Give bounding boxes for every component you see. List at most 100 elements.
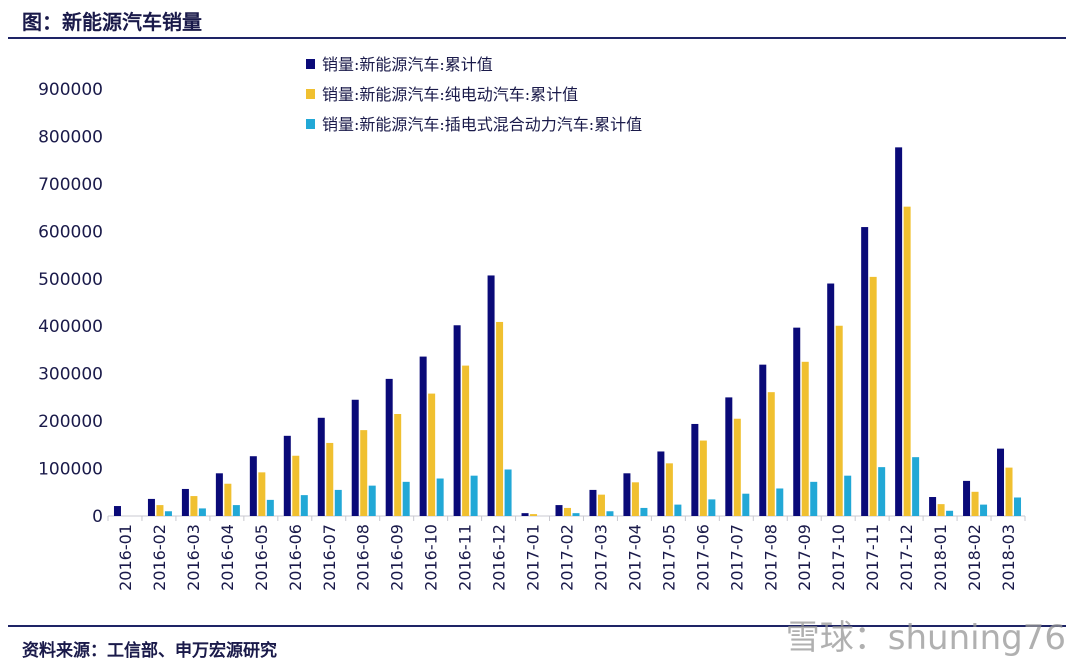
bar-phev	[810, 481, 818, 516]
bar-phev	[878, 467, 886, 516]
y-tick-label: 600000	[38, 222, 103, 242]
bar-total	[419, 356, 427, 516]
bar-phev	[572, 513, 580, 516]
x-tick-label: 2017-06	[693, 524, 712, 591]
x-tick-label: 2016-10	[422, 524, 441, 591]
x-tick-label: 2017-08	[761, 524, 780, 591]
top-divider	[8, 37, 1066, 39]
bar-bev	[903, 206, 911, 516]
bar-total	[895, 147, 903, 516]
bar-bev	[496, 321, 504, 516]
x-tick-label: 2016-07	[320, 524, 339, 591]
bar-bev	[530, 514, 538, 516]
bar-phev	[776, 488, 784, 516]
bar-bev	[835, 325, 843, 516]
bar-phev	[708, 499, 716, 516]
bar-total	[113, 506, 121, 516]
x-tick-label: 2016-01	[116, 524, 135, 591]
x-tick-label: 2017-01	[524, 524, 543, 591]
figure-title: 图：新能源汽车销量	[22, 10, 202, 34]
legend-label: 销量:新能源汽车:纯电动汽车:累计值	[322, 85, 578, 104]
x-tick-label: 2016-08	[354, 524, 373, 591]
source-note: 资料来源：工信部、申万宏源研究	[22, 641, 277, 661]
x-tick-label: 2017-09	[795, 524, 814, 591]
bar-total	[861, 227, 869, 516]
legend-label: 销量:新能源汽车:插电式混合动力汽车:累计值	[322, 115, 642, 134]
bar-bev	[631, 482, 639, 516]
bar-phev	[980, 504, 988, 516]
x-tick-label: 2016-06	[286, 524, 305, 591]
bar-bev	[462, 365, 470, 516]
bar-bev	[767, 392, 775, 516]
bar-bev	[394, 413, 402, 516]
bar-total	[249, 456, 257, 516]
bar-phev	[844, 475, 852, 516]
bar-bev	[733, 418, 741, 516]
bar-phev	[742, 493, 750, 516]
x-tick-label: 2018-03	[999, 524, 1018, 591]
y-tick-label: 200000	[38, 412, 103, 432]
bar-phev	[470, 475, 478, 516]
bar-total	[215, 473, 223, 516]
bar-phev	[198, 508, 206, 516]
bar-bev	[597, 494, 605, 516]
legend-swatch	[306, 119, 315, 129]
bar-phev	[300, 495, 308, 516]
x-tick-label: 2016-12	[490, 524, 509, 591]
x-tick-label: 2016-02	[150, 524, 169, 591]
y-tick-label: 700000	[38, 175, 103, 195]
bar-bev	[326, 442, 334, 516]
bar-bev	[156, 505, 164, 516]
bar-bev	[971, 491, 979, 516]
bar-phev	[504, 469, 512, 516]
bar-total	[147, 498, 155, 516]
watermark: 雪球：shuning76	[785, 618, 1066, 658]
x-tick-label: 2016-09	[388, 524, 407, 591]
x-tick-label: 2018-01	[931, 524, 950, 591]
bar-phev	[674, 504, 682, 516]
bar-total	[181, 488, 189, 516]
bar-total	[793, 327, 801, 516]
y-tick-label: 100000	[38, 460, 103, 480]
legend-swatch	[306, 89, 315, 99]
x-tick-label: 2017-11	[863, 524, 882, 591]
bar-phev	[1014, 497, 1022, 516]
bar-bev	[801, 361, 809, 516]
bar-total	[657, 451, 665, 516]
bar-total	[759, 364, 767, 516]
x-tick-label: 2017-10	[829, 524, 848, 591]
bar-bev	[190, 496, 198, 516]
x-tick-label: 2017-07	[727, 524, 746, 591]
bar-bev	[937, 504, 945, 516]
y-tick-label: 400000	[38, 317, 103, 337]
bar-bev	[1005, 467, 1013, 516]
bar-total	[929, 497, 937, 516]
bar-total	[487, 275, 495, 516]
bar-phev	[912, 457, 920, 516]
bar-total	[725, 397, 733, 516]
x-tick-label: 2017-12	[897, 524, 916, 591]
bar-phev	[232, 505, 240, 516]
y-tick-label: 0	[92, 507, 103, 527]
bar-phev	[436, 478, 444, 516]
bar-bev	[564, 507, 571, 516]
x-tick-label: 2017-04	[625, 524, 644, 591]
bar-total	[351, 399, 359, 516]
bar-phev	[402, 481, 410, 516]
x-tick-label: 2016-05	[252, 524, 271, 591]
bar-total	[997, 448, 1005, 516]
x-tick-label: 2018-02	[965, 524, 984, 591]
y-tick-label: 800000	[38, 127, 103, 147]
bar-total	[589, 489, 597, 516]
bar-total	[827, 283, 835, 516]
bar-bev	[699, 440, 707, 516]
bar-phev	[640, 507, 648, 516]
x-tick-label: 2017-02	[558, 524, 577, 591]
bar-total	[317, 417, 325, 516]
y-tick-label: 500000	[38, 270, 103, 290]
bar-total	[283, 435, 291, 516]
x-tick-label: 2016-03	[184, 524, 203, 591]
bar-phev	[164, 511, 172, 516]
bottom-divider	[8, 625, 1066, 627]
